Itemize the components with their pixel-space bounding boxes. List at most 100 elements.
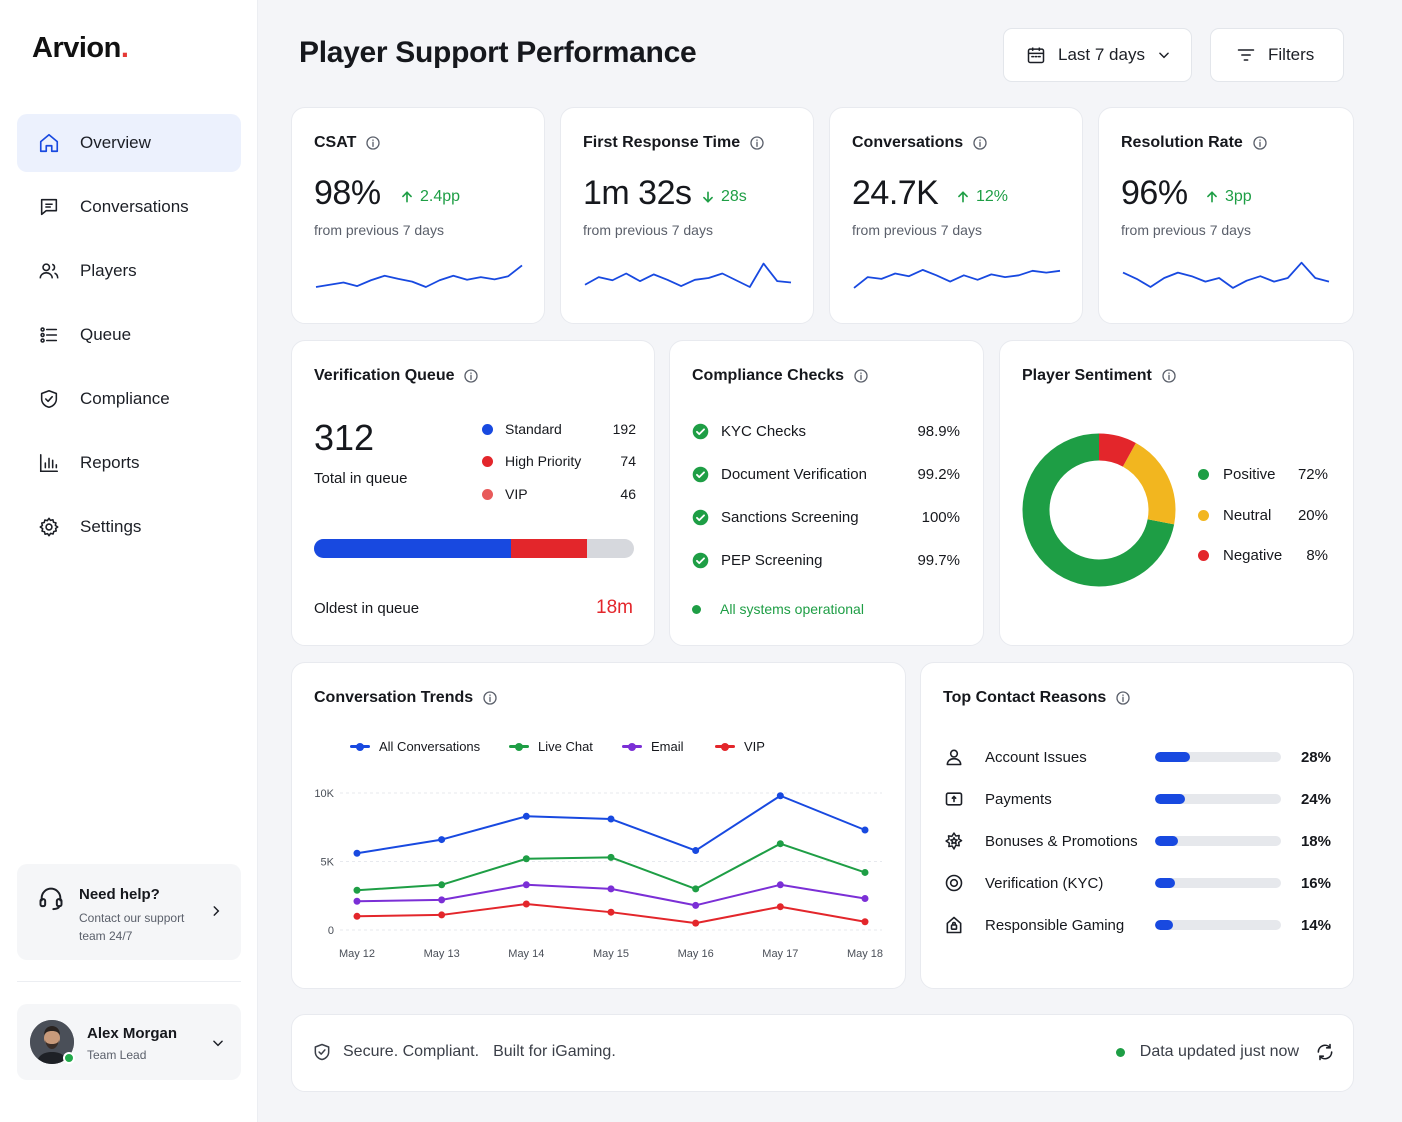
data-point[interactable] [353,897,361,905]
data-point[interactable] [776,840,784,848]
reason-row[interactable]: Payments 24% [943,787,1331,811]
chevron-down-icon [211,1036,225,1050]
card-title: Compliance Checks [692,367,845,384]
kpi-delta: 28s [701,188,747,206]
verification-queue-card: Verification Queue 312 Total in queue St… [291,340,655,646]
legend-all-conversations[interactable]: All Conversations [350,739,480,754]
y-tick-label: 5K [321,857,335,869]
data-point[interactable] [861,894,869,902]
data-point[interactable] [692,885,700,893]
reason-bar-track [1155,878,1281,888]
info-icon[interactable] [1161,368,1177,384]
sidebar-nav: Overview Conversations Players Queue Com… [17,114,241,562]
kpi-card-conversations[interactable]: Conversations 24.7K 12% from previous 7 … [829,107,1083,324]
reason-row[interactable]: Bonuses & Promotions 18% [943,829,1331,853]
x-tick-label: May 12 [339,948,375,960]
queue-icon [37,323,61,347]
sidebar-item-compliance[interactable]: Compliance [17,370,241,428]
chevron-right-icon [209,904,223,918]
sidebar-item-label: Overview [80,133,151,152]
data-point[interactable] [438,911,446,919]
legend-vip[interactable]: VIP [715,739,765,754]
calendar-icon [1026,45,1046,65]
reason-row[interactable]: Account Issues 28% [943,745,1331,769]
queue-total-label: Total in queue [314,470,408,487]
sidebar-item-queue[interactable]: Queue [17,306,241,364]
filters-button[interactable]: Filters [1210,28,1344,82]
info-icon[interactable] [1252,135,1268,151]
kpi-comparison: from previous 7 days [314,222,444,238]
data-point[interactable] [607,815,615,823]
sidebar-item-conversations[interactable]: Conversations [17,178,241,236]
systems-status: All systems operational [692,601,864,617]
user-role: Team Lead [87,1048,147,1062]
data-point[interactable] [861,918,869,926]
data-point[interactable] [776,792,784,800]
kpi-card-csat[interactable]: CSAT 98% 2.4pp from previous 7 days [291,107,545,324]
data-point[interactable] [522,812,530,820]
data-point[interactable] [353,886,361,894]
data-point[interactable] [861,826,869,834]
shield-icon [312,1042,332,1062]
data-point[interactable] [353,849,361,857]
data-point[interactable] [438,836,446,844]
x-tick-label: May 15 [593,948,629,960]
user-menu[interactable]: Alex Morgan Team Lead [17,1004,241,1080]
data-point[interactable] [522,900,530,908]
data-point[interactable] [692,919,700,927]
date-range-select[interactable]: Last 7 days [1003,28,1192,82]
x-tick-label: May 16 [678,948,714,960]
sidebar-item-players[interactable]: Players [17,242,241,300]
data-point[interactable] [776,903,784,911]
kpi-card-resolution-rate[interactable]: Resolution Rate 96% 3pp from previous 7 … [1098,107,1354,324]
kpi-sparkline [853,268,1061,289]
info-icon[interactable] [482,690,498,706]
data-point[interactable] [438,881,446,889]
refresh-icon[interactable] [1315,1042,1335,1062]
data-point[interactable] [861,868,869,876]
data-point[interactable] [607,853,615,861]
data-point[interactable] [776,881,784,889]
kpi-card-first-response-time[interactable]: First Response Time 1m 32s 28s from prev… [560,107,814,324]
avatar [30,1020,74,1064]
data-point[interactable] [692,847,700,855]
info-icon[interactable] [853,368,869,384]
data-point[interactable] [522,855,530,863]
reason-row[interactable]: Responsible Gaming 14% [943,913,1331,937]
app-logo[interactable]: Arvion. [32,32,129,64]
reason-bar-fill [1155,794,1186,804]
queue-bar-standard [314,539,511,558]
info-icon[interactable] [1115,690,1131,706]
data-point[interactable] [438,896,446,904]
help-card[interactable]: Need help? Contact our support team 24/7 [17,864,241,960]
data-point[interactable] [692,901,700,909]
kpi-delta: 3pp [1205,188,1252,206]
sidebar-item-reports[interactable]: Reports [17,434,241,492]
sidebar-item-overview[interactable]: Overview [17,114,241,172]
info-icon[interactable] [365,135,381,151]
info-icon[interactable] [463,368,479,384]
footer-tagline-1: Secure. Compliant. [343,1043,480,1060]
info-icon[interactable] [749,135,765,151]
kpi-value: 24.7K [852,174,939,212]
legend-dot [482,488,493,500]
check-circle-icon [692,552,709,569]
legend-email[interactable]: Email [622,739,684,754]
reason-row[interactable]: Verification (KYC) 16% [943,871,1331,895]
sidebar-item-label: Conversations [80,197,189,216]
user-name: Alex Morgan [87,1025,178,1042]
legend-neutral: Neutral 20% [1198,507,1328,524]
data-point[interactable] [353,912,361,920]
legend-live-chat[interactable]: Live Chat [509,739,593,754]
data-point[interactable] [607,908,615,916]
x-tick-label: May 18 [847,948,883,960]
sidebar-item-label: Queue [80,325,132,344]
headset-icon [37,884,65,912]
sidebar-item-label: Settings [80,517,142,536]
legend-dot [1198,469,1209,480]
legend-swatch [715,742,735,751]
info-icon[interactable] [972,135,988,151]
data-point[interactable] [522,881,530,889]
sidebar-item-settings[interactable]: Settings [17,498,241,556]
data-point[interactable] [607,885,615,893]
